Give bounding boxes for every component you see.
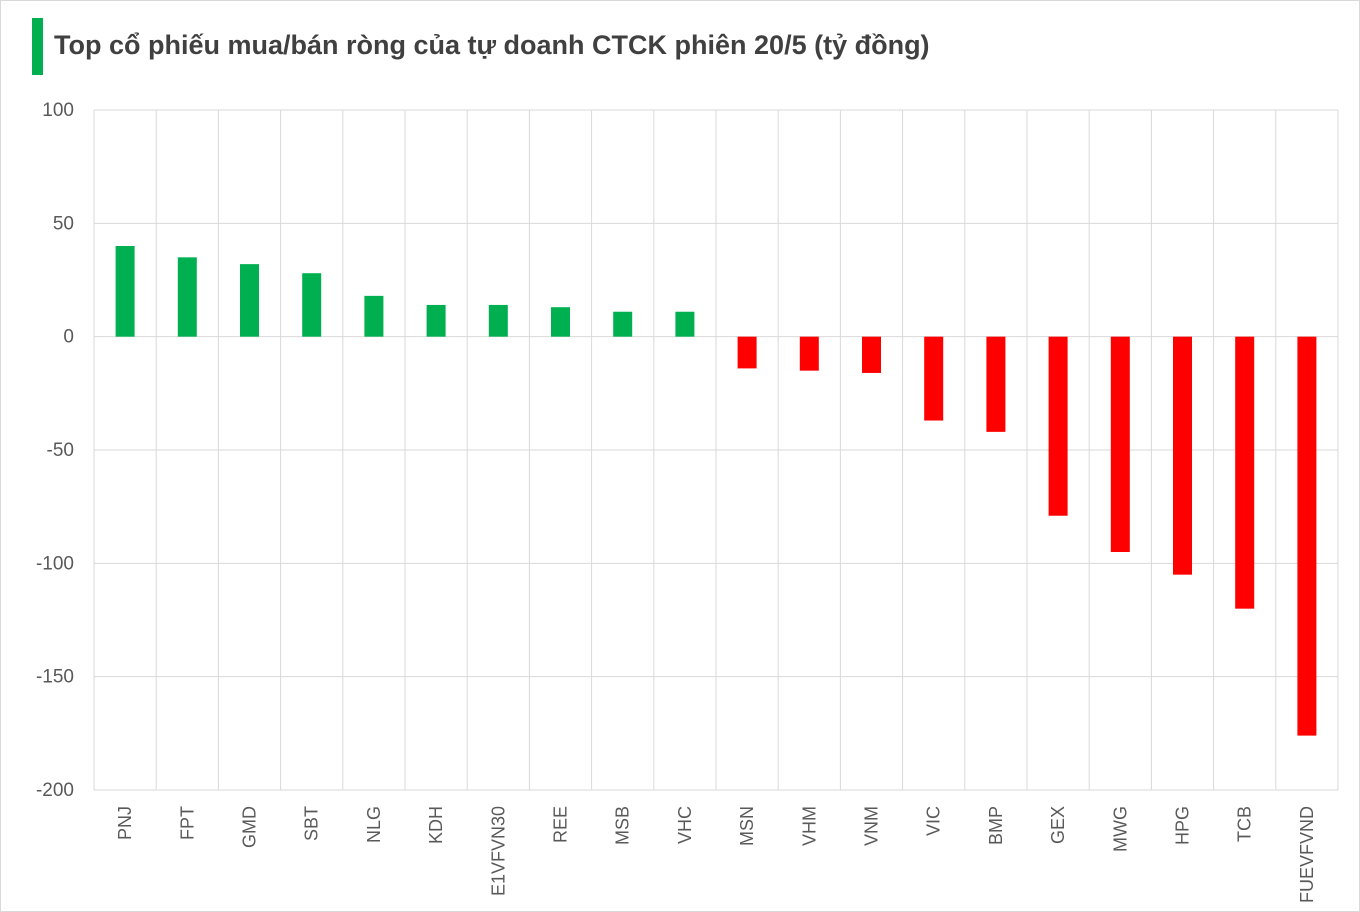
bar-bmp	[986, 336, 1006, 432]
x-tick-label: MSB	[613, 806, 633, 845]
bar-msn	[737, 336, 757, 369]
bar-mwg	[1110, 336, 1130, 552]
x-tick-label: SBT	[302, 806, 322, 841]
bar-gex	[1048, 336, 1068, 516]
x-tick-label: KDH	[426, 806, 446, 844]
x-tick-label: GMD	[240, 806, 260, 848]
bar-vhm	[799, 336, 819, 371]
bar-vhc	[675, 311, 695, 337]
x-tick-label: PNJ	[115, 806, 135, 840]
bar-vic	[924, 336, 944, 421]
x-tick-label: NLG	[364, 806, 384, 843]
x-tick-label: GEX	[1048, 806, 1068, 844]
bar-fuevfvnd	[1297, 336, 1317, 736]
x-tick-label: VNM	[862, 806, 882, 846]
x-tick-label: BMP	[986, 806, 1006, 845]
y-tick-label: 50	[53, 213, 74, 234]
y-tick-label: -200	[36, 780, 74, 801]
x-tick-label: FPT	[177, 806, 197, 840]
x-tick-label: HPG	[1173, 806, 1193, 845]
x-tick-label: REE	[551, 806, 571, 843]
bar-vnm	[862, 336, 881, 373]
bar-ree	[551, 307, 570, 337]
bar-gmd	[240, 264, 259, 337]
y-tick-label: 0	[63, 327, 74, 348]
x-tick-label: VHC	[675, 806, 695, 844]
title-accent-bar	[32, 18, 43, 75]
y-tick-label: -50	[47, 440, 74, 461]
x-tick-label: VHM	[799, 806, 819, 846]
bar-tcb	[1235, 336, 1255, 609]
bar-e1vfvn30	[488, 304, 508, 337]
x-tick-label: E1VFVN30	[488, 806, 508, 896]
bar-fpt	[177, 257, 197, 337]
y-tick-label: 100	[42, 100, 74, 121]
x-tick-label: MWG	[1110, 806, 1130, 852]
bar-msb	[613, 311, 633, 337]
x-tick-label: FUEVFVND	[1297, 806, 1317, 903]
chart-title: Top cổ phiếu mua/bán ròng của tự doanh C…	[54, 30, 930, 60]
bar-sbt	[302, 273, 322, 337]
bar-pnj	[115, 246, 135, 337]
bar-nlg	[364, 295, 384, 337]
x-tick-label: MSN	[737, 806, 757, 846]
y-tick-label: -150	[36, 667, 74, 688]
bar-kdh	[426, 304, 446, 337]
bar-hpg	[1173, 336, 1192, 575]
x-tick-label: VIC	[924, 806, 944, 836]
y-tick-label: -100	[36, 553, 74, 574]
x-tick-label: TCB	[1235, 806, 1255, 842]
